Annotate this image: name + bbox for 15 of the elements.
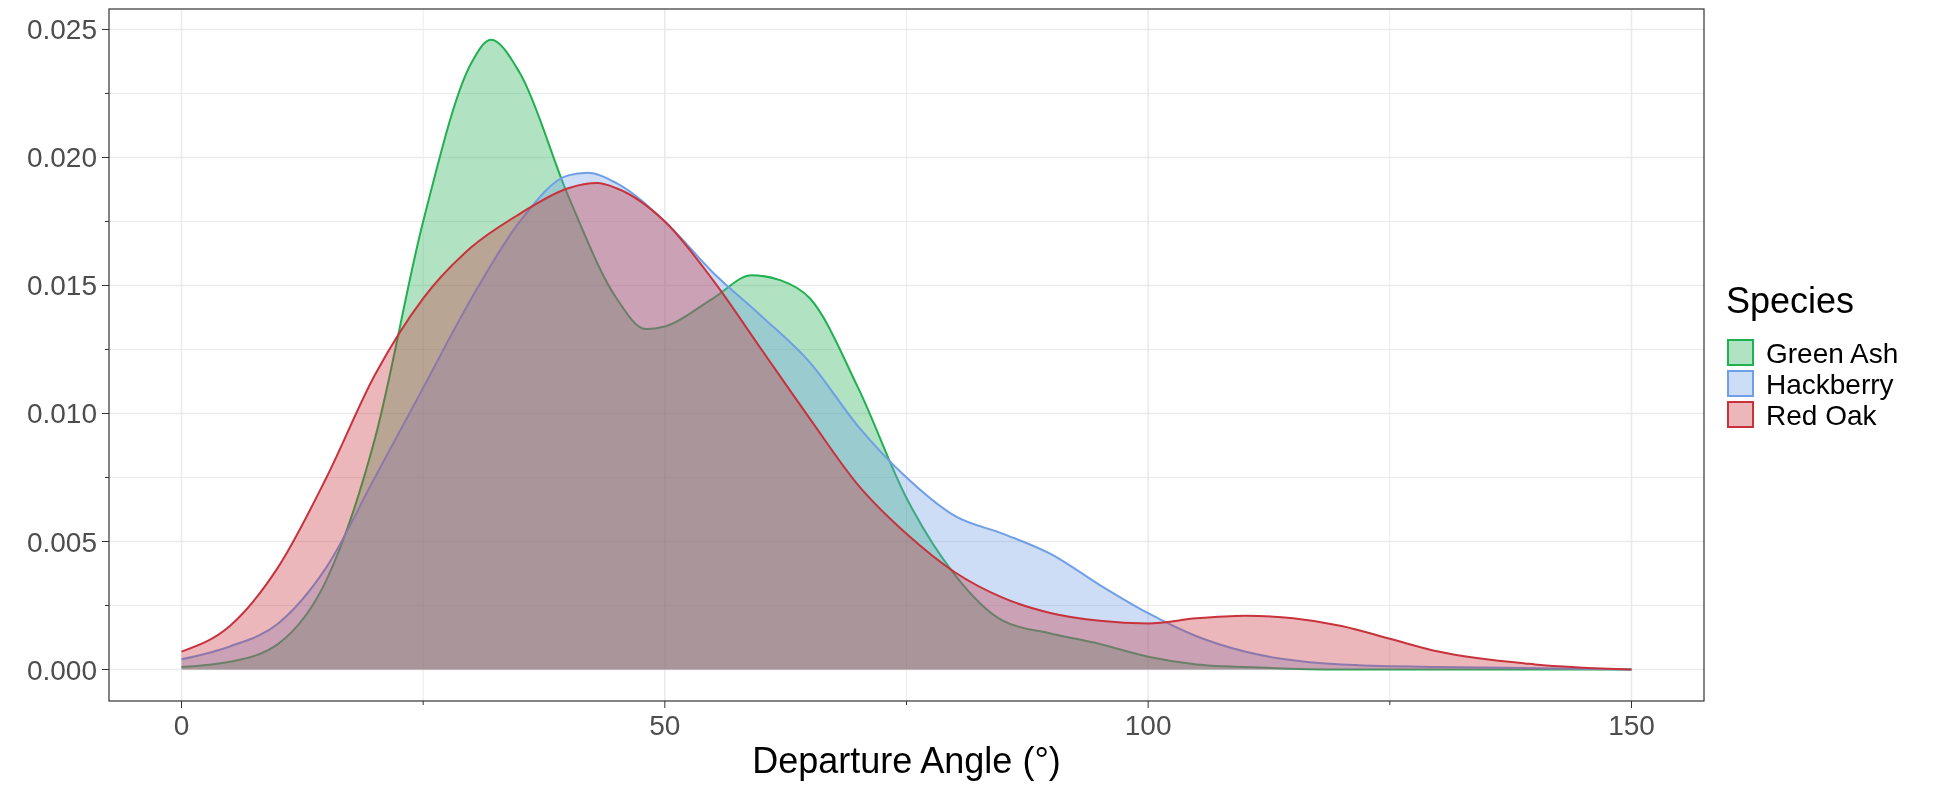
y-tick-label: 0.015 bbox=[26, 270, 97, 302]
y-tick-label: 0.000 bbox=[26, 654, 97, 686]
legend-title: Species bbox=[1726, 280, 1855, 321]
legend-label: Red Oak bbox=[1766, 400, 1878, 431]
x-tick-label: 50 bbox=[649, 710, 681, 741]
x-tick-label: 150 bbox=[1608, 710, 1655, 741]
y-tick-label: 0.010 bbox=[26, 398, 97, 430]
y-tick-label: 0.020 bbox=[26, 142, 97, 174]
legend-label: Hackberry bbox=[1766, 369, 1894, 400]
x-axis-title: Departure Angle (°) bbox=[752, 740, 1061, 781]
x-tick-label: 0 bbox=[173, 710, 190, 741]
y-tick-label: 0.025 bbox=[26, 14, 97, 46]
legend-label: Green Ash bbox=[1766, 338, 1899, 369]
y-tick-label: 0.005 bbox=[26, 526, 97, 558]
x-tick-label: 100 bbox=[1124, 710, 1172, 741]
